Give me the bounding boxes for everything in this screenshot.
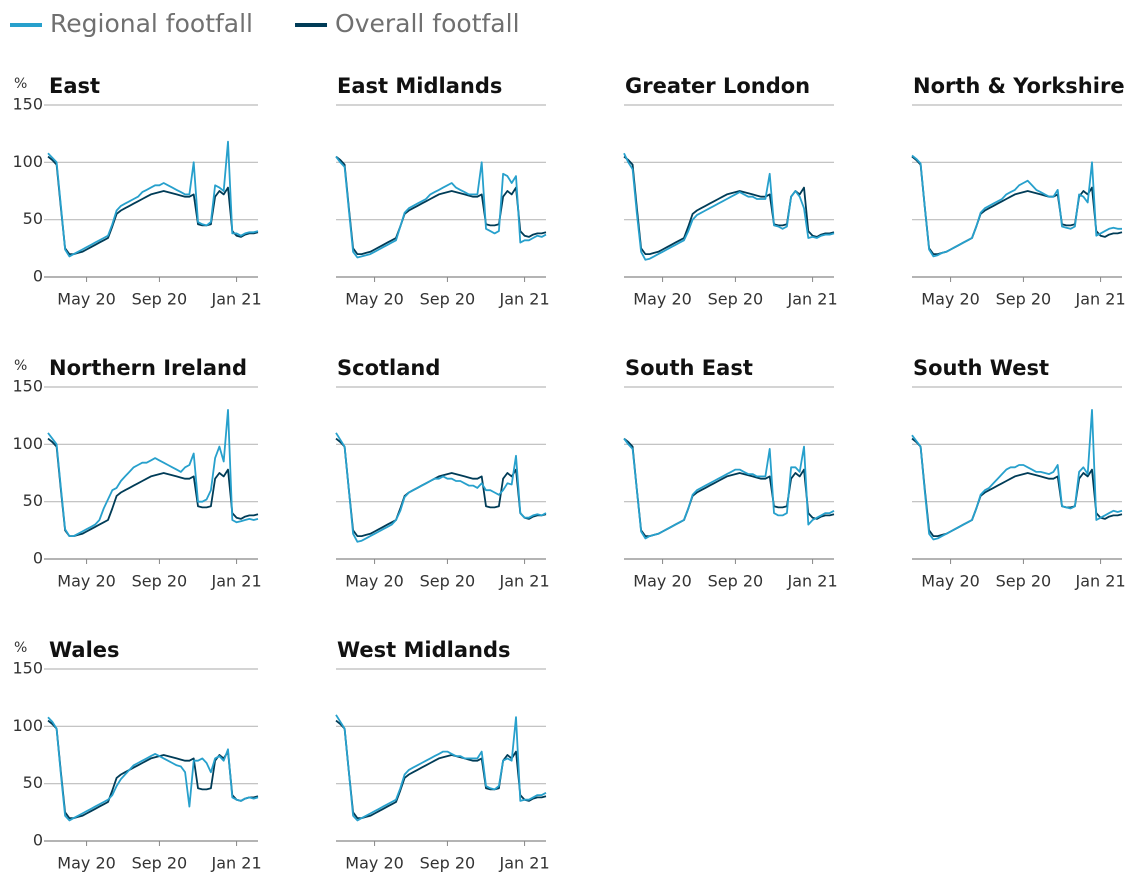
x-tick-label: May 20 (57, 290, 116, 309)
y-tick-label: 150 (12, 377, 43, 396)
x-tick-label: Jan 21 (499, 572, 550, 591)
regional-line (911, 154, 1122, 258)
regional-line (47, 409, 259, 537)
x-tick-label: May 20 (57, 572, 116, 591)
x-tick-label: May 20 (345, 290, 404, 309)
y-tick-label: 0 (33, 549, 43, 568)
legend-label: Regional footfall (50, 9, 253, 38)
y-axis-label: % (14, 76, 27, 92)
x-tick-label: Sep 20 (132, 854, 188, 873)
overall-line (47, 719, 259, 819)
overall-line (335, 155, 547, 255)
panel-title: Northern Ireland (49, 356, 247, 380)
panel-title: Scotland (337, 356, 440, 380)
y-tick-label: 150 (12, 95, 43, 114)
panel-title: North & Yorkshire (913, 74, 1125, 98)
legend-label: Overall footfall (335, 9, 520, 38)
y-tick-label: 150 (12, 659, 43, 678)
regional-line (623, 152, 835, 261)
x-tick-label: Jan 21 (211, 854, 262, 873)
y-tick-label: 50 (23, 209, 43, 228)
y-tick-label: 0 (33, 267, 43, 286)
y-tick-label: 50 (23, 491, 43, 510)
regional-line (335, 432, 547, 543)
regional-line (335, 714, 547, 822)
x-tick-label: Sep 20 (996, 290, 1052, 309)
x-tick-label: Jan 21 (211, 290, 262, 309)
regional-line (47, 716, 259, 822)
y-axis-label: % (14, 640, 27, 656)
x-tick-label: May 20 (633, 290, 692, 309)
x-tick-label: May 20 (345, 572, 404, 591)
panel-title: East Midlands (337, 74, 502, 98)
x-tick-label: May 20 (633, 572, 692, 591)
overall-line (47, 155, 259, 255)
regional-line (47, 140, 259, 258)
panel-title: Greater London (625, 74, 810, 98)
regional-line (335, 156, 547, 259)
overall-line (623, 155, 835, 255)
overall-line (335, 719, 547, 819)
x-tick-label: Jan 21 (1075, 572, 1126, 591)
x-tick-label: Sep 20 (132, 572, 188, 591)
x-tick-label: Sep 20 (420, 290, 476, 309)
x-tick-label: May 20 (921, 572, 980, 591)
panel-title: East (49, 74, 100, 98)
x-tick-label: Sep 20 (708, 290, 764, 309)
x-tick-label: Jan 21 (787, 290, 838, 309)
x-tick-label: Sep 20 (420, 572, 476, 591)
x-tick-label: Jan 21 (1075, 290, 1126, 309)
x-tick-label: May 20 (345, 854, 404, 873)
y-tick-label: 100 (12, 434, 43, 453)
y-tick-label: 50 (23, 773, 43, 792)
y-tick-label: 100 (12, 716, 43, 735)
x-tick-label: Jan 21 (499, 854, 550, 873)
overall-line (47, 437, 259, 537)
x-tick-label: Jan 21 (211, 572, 262, 591)
x-tick-label: Sep 20 (996, 572, 1052, 591)
regional-line (911, 409, 1123, 541)
x-tick-label: Sep 20 (708, 572, 764, 591)
x-tick-label: May 20 (921, 290, 980, 309)
x-tick-label: Jan 21 (787, 572, 838, 591)
x-tick-label: Jan 21 (499, 290, 550, 309)
overall-line (335, 437, 547, 537)
x-tick-label: Sep 20 (420, 854, 476, 873)
y-tick-label: 0 (33, 831, 43, 850)
panel-title: South East (625, 356, 753, 380)
regional-line (623, 438, 835, 540)
x-tick-label: Sep 20 (132, 290, 188, 309)
y-axis-label: % (14, 358, 27, 374)
panel-title: Wales (49, 638, 120, 662)
y-tick-label: 100 (12, 152, 43, 171)
panel-title: South West (913, 356, 1049, 380)
overall-line (911, 437, 1123, 537)
panel-title: West Midlands (337, 638, 511, 662)
x-tick-label: May 20 (57, 854, 116, 873)
